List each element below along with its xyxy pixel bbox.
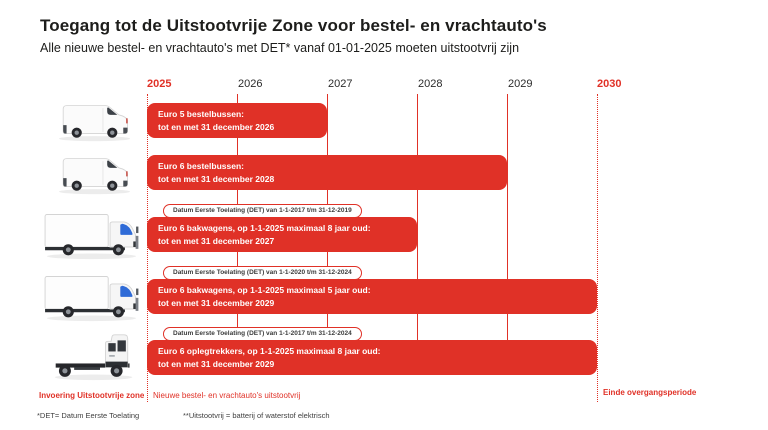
bar-label-line2: tot en met 31 december 2026 (158, 121, 275, 132)
gridline-2029 (507, 94, 508, 375)
bar-label-line1: Euro 6 bestelbussen: (158, 161, 244, 171)
bar-label-line1: Euro 6 bakwagens, op 1-1-2025 maximaal 8… (158, 223, 371, 233)
bar-label-line2: tot en met 31 december 2029 (158, 297, 275, 308)
year-label-2028: 2028 (418, 78, 443, 90)
det-pill: Datum Eerste Toelating (DET) van 1-1-201… (163, 327, 362, 341)
bar-label-line1: Euro 6 bakwagens, op 1-1-2025 maximaal 5… (158, 285, 371, 295)
delivery-van-icon (58, 158, 131, 195)
bar-label-line2: tot en met 31 december 2029 (158, 358, 275, 369)
annotation-invoering-zone: Invoering Uitstootvrije zone (39, 391, 145, 400)
timeline-bar-euro6-bakwagens-5jaar: Euro 6 bakwagens, op 1-1-2025 maximaal 5… (147, 279, 597, 314)
gridline-2030-dotted (597, 94, 598, 402)
timeline-bar-euro5-bestelbussen: Euro 5 bestelbussen: tot en met 31 decem… (147, 103, 327, 138)
delivery-van-icon (58, 105, 131, 142)
semi-tractor-icon (54, 334, 133, 381)
box-truck-icon (44, 276, 139, 322)
page-title: Toegang tot de Uitstootvrije Zone voor b… (40, 16, 547, 35)
box-truck-icon (44, 214, 139, 260)
gridline-2028 (417, 94, 418, 375)
year-label-2029: 2029 (508, 78, 533, 90)
det-pill: Datum Eerste Toelating (DET) van 1-1-202… (163, 266, 362, 280)
bar-label-line1: Euro 5 bestelbussen: (158, 109, 244, 119)
annotation-nieuwe-uitstootvrij: Nieuwe bestel- en vrachtauto's uitstootv… (153, 391, 301, 400)
page-subtitle: Alle nieuwe bestel- en vrachtauto's met … (40, 41, 520, 55)
bar-label-line1: Euro 6 oplegtrekkers, op 1-1-2025 maxima… (158, 346, 381, 356)
footnote-uitstootvrij: **Uitstootvrij = batterij of waterstof e… (183, 411, 330, 420)
bar-label-line2: tot en met 31 december 2028 (158, 173, 275, 184)
timeline-bar-euro6-bestelbussen: Euro 6 bestelbussen: tot en met 31 decem… (147, 155, 507, 190)
timeline-bar-euro6-bakwagens-8jaar: Euro 6 bakwagens, op 1-1-2025 maximaal 8… (147, 217, 417, 252)
footnote-det: *DET= Datum Eerste Toelating (37, 411, 140, 420)
bar-label-line2: tot en met 31 december 2027 (158, 235, 275, 246)
timeline-bar-euro6-oplegtrekkers: Euro 6 oplegtrekkers, op 1-1-2025 maxima… (147, 340, 597, 375)
year-label-2025: 2025 (147, 78, 172, 90)
year-label-2026: 2026 (238, 78, 263, 90)
annotation-einde-overgangsperiode: Einde overgangsperiode (603, 388, 697, 397)
year-label-2027: 2027 (328, 78, 353, 90)
det-pill: Datum Eerste Toelating (DET) van 1-1-201… (163, 204, 362, 218)
year-label-2030: 2030 (597, 78, 622, 90)
